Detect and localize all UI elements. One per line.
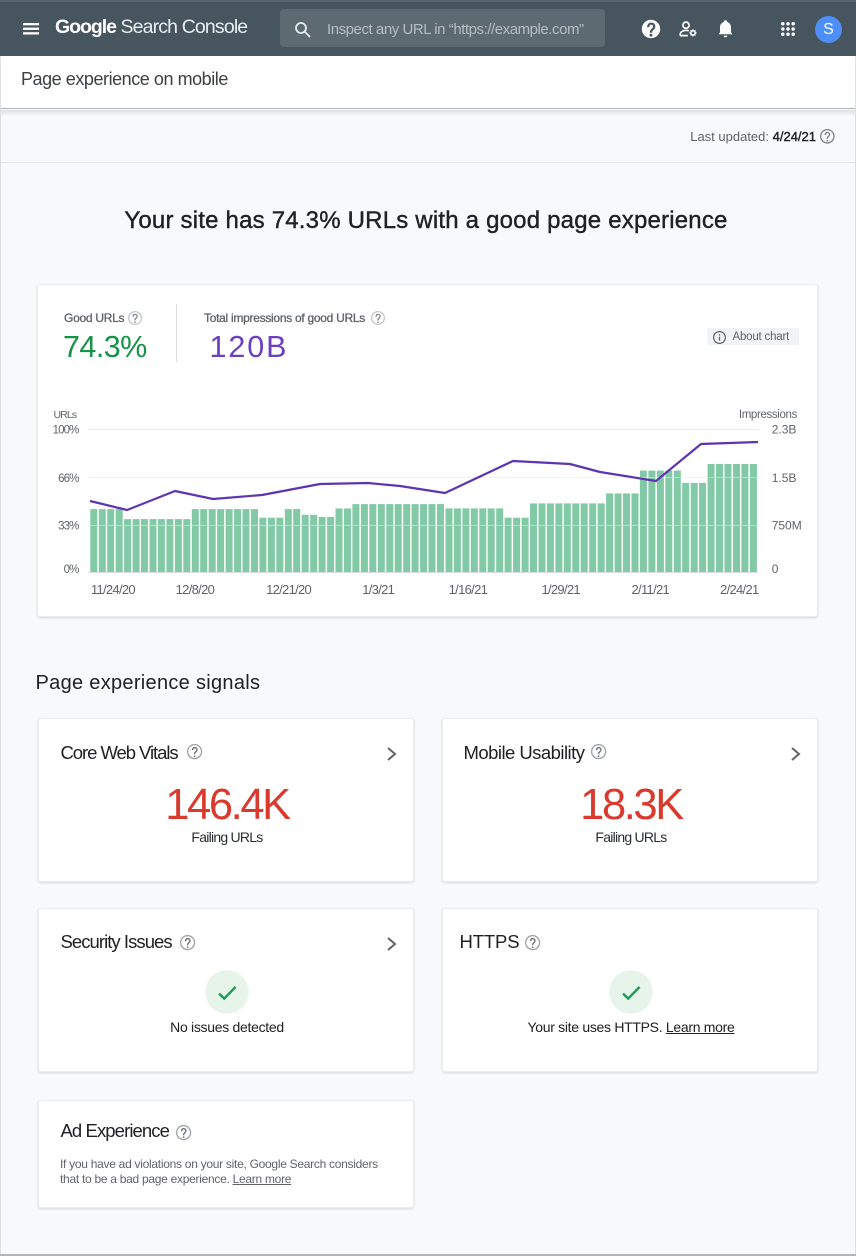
svg-text:12/21/20: 12/21/20 xyxy=(266,582,311,597)
svg-text:1/29/21: 1/29/21 xyxy=(541,582,580,597)
svg-text:2/24/21: 2/24/21 xyxy=(720,582,759,597)
svg-text:URLs: URLs xyxy=(54,409,77,421)
svg-text:Impressions: Impressions xyxy=(739,409,798,421)
svg-text:2/11/21: 2/11/21 xyxy=(632,582,670,597)
svg-text:100%: 100% xyxy=(53,425,79,437)
svg-text:66%: 66% xyxy=(58,473,79,485)
svg-text:750M: 750M xyxy=(772,519,802,533)
svg-text:1.5B: 1.5B xyxy=(772,471,797,485)
svg-text:33%: 33% xyxy=(58,521,79,533)
svg-text:0%: 0% xyxy=(64,564,79,576)
svg-text:1/3/21: 1/3/21 xyxy=(362,582,394,597)
svg-text:11/24/20: 11/24/20 xyxy=(91,582,136,597)
svg-text:2.3B: 2.3B xyxy=(772,423,797,437)
svg-text:0: 0 xyxy=(772,562,779,576)
svg-text:12/8/20: 12/8/20 xyxy=(176,582,215,597)
svg-text:1/16/21: 1/16/21 xyxy=(449,582,488,597)
